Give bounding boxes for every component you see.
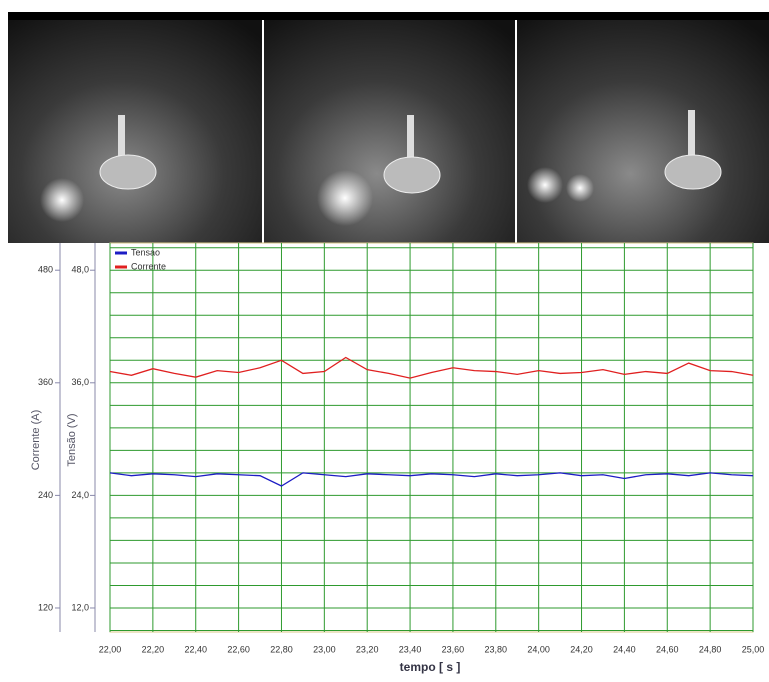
photo xyxy=(264,12,515,243)
x-tick-label: 23,00 xyxy=(313,644,336,654)
x-axis-title: tempo [ s ] xyxy=(400,660,461,674)
y-tick-label: 36,0 xyxy=(71,377,89,387)
x-tick-label: 22,80 xyxy=(270,644,293,654)
photos xyxy=(8,12,769,243)
spark xyxy=(566,174,594,202)
nozzle xyxy=(383,156,441,194)
series-line xyxy=(109,356,754,379)
x-tick-label: 25,00 xyxy=(742,644,765,654)
electrode xyxy=(407,115,414,175)
y2-tick-label: 480 xyxy=(38,265,53,275)
x-tick-label: 24,60 xyxy=(656,644,679,654)
nozzle xyxy=(664,154,722,190)
nozzle xyxy=(99,154,157,190)
x-tick-label: 24,80 xyxy=(699,644,722,654)
y2-tick-label: 120 xyxy=(38,602,53,612)
x-tick-label: 22,40 xyxy=(184,644,207,654)
x-tick-label: 24,20 xyxy=(570,644,593,654)
spark xyxy=(317,170,373,226)
x-tick-label: 22,60 xyxy=(227,644,250,654)
y2-tick-label: 360 xyxy=(38,377,53,387)
y-axis-title: Tensão (V) xyxy=(66,413,78,466)
y2-tick-label: 240 xyxy=(38,490,53,500)
spark xyxy=(40,178,84,222)
spark xyxy=(527,167,563,203)
y-tick-label: 48,0 xyxy=(71,265,89,275)
photo-header xyxy=(8,12,769,20)
legend-label: Corrente xyxy=(131,261,166,271)
x-tick-label: 24,40 xyxy=(613,644,636,654)
x-tick-label: 22,20 xyxy=(142,644,165,654)
legend-label: Tensao xyxy=(131,247,160,257)
x-tick-label: 23,20 xyxy=(356,644,379,654)
photo xyxy=(517,12,769,243)
y-tick-label: 12,0 xyxy=(71,602,89,612)
plot-area xyxy=(109,242,754,633)
electrode xyxy=(688,110,695,170)
electrode xyxy=(118,115,125,175)
series-line xyxy=(109,472,754,487)
x-tick-label: 23,60 xyxy=(442,644,465,654)
x-tick-label: 24,00 xyxy=(527,644,550,654)
x-tick-label: 22,00 xyxy=(99,644,122,654)
x-tick-label: 23,40 xyxy=(399,644,422,654)
y-tick-label: 24,0 xyxy=(71,490,89,500)
y2-axis-title: Corrente (A) xyxy=(30,410,42,471)
x-tick-label: 23,80 xyxy=(485,644,508,654)
